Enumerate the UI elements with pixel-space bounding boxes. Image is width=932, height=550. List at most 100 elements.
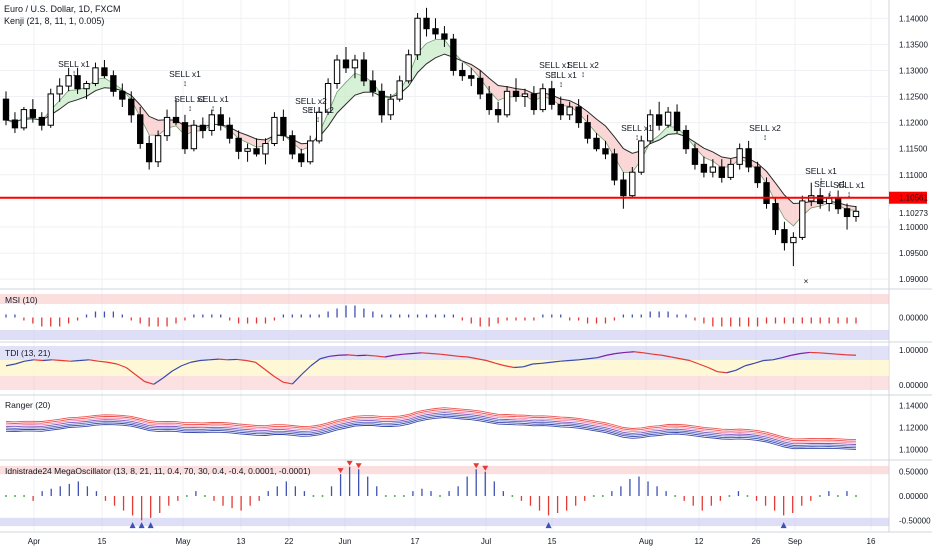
candle-body	[584, 122, 591, 139]
candle-body	[110, 75, 117, 92]
ranger-band-line	[5, 415, 857, 449]
mega-neutral-dot	[5, 495, 7, 497]
last-price-label: 1.10273	[899, 209, 928, 218]
candle-body	[834, 197, 842, 210]
mega-neutral-dot	[728, 495, 731, 497]
tdi-segment	[689, 359, 700, 365]
candle-body	[360, 59, 368, 82]
mega-neutral-dot	[14, 495, 17, 497]
time-tick-label: May	[175, 537, 190, 546]
tdi-segment	[837, 353, 847, 356]
mega-label: Idnistrade24 MegaOscillator (13, 8, 21, …	[5, 466, 311, 476]
tdi-segment	[70, 359, 80, 362]
time-tick-label: 15	[548, 537, 557, 546]
candle-body	[56, 85, 63, 95]
tdi-segment	[698, 363, 709, 369]
candle-body	[763, 182, 770, 205]
time-tick-label: 12	[695, 537, 704, 546]
mega-neutral-dot	[439, 495, 442, 497]
tdi-segment	[707, 366, 718, 373]
tdi-segment	[172, 365, 182, 372]
mega-panel: Idnistrade24 MegaOscillator (13, 8, 21, …	[0, 460, 889, 529]
sell-signal-marker: ↕	[847, 189, 851, 199]
candle-body	[414, 17, 421, 56]
candle-body	[20, 109, 28, 129]
tdi-segment	[116, 363, 127, 369]
mega-sell-arrow	[355, 463, 362, 469]
tdi-segment	[532, 362, 542, 365]
candle-body	[11, 119, 19, 129]
tdi-segment	[680, 358, 690, 362]
tdi-segment	[199, 359, 210, 362]
tdi-segment	[61, 359, 71, 362]
candle-body	[172, 116, 180, 124]
kenji-band-fill	[77, 87, 87, 100]
candle-body	[575, 106, 582, 124]
mega-neutral-dot	[855, 495, 857, 497]
tdi-segment	[52, 359, 62, 362]
candle-body	[128, 98, 135, 116]
kenji-band-fill	[623, 148, 633, 173]
candle-body	[468, 75, 475, 79]
tdi-segment	[828, 352, 838, 355]
sell-signal-marker: ↕	[72, 68, 76, 78]
candle-body	[423, 17, 430, 30]
kenji-fast-line	[5, 38, 857, 227]
candle-body	[843, 208, 851, 218]
mega-tick-label: 0.50000	[899, 468, 928, 477]
tdi-segment	[763, 359, 773, 362]
candle-body	[682, 129, 690, 150]
candle-body	[655, 114, 663, 126]
sell-signal-marker: ↕	[559, 79, 563, 89]
ranger-panel: Ranger (20)	[5, 400, 857, 450]
kenji-band-fill	[659, 125, 669, 140]
tdi-segment	[791, 352, 801, 356]
candle-body	[512, 90, 520, 98]
price-tick-label: 1.13500	[899, 40, 928, 49]
kenji-band-fill	[435, 39, 445, 58]
tdi-segment	[79, 359, 90, 362]
candle-body	[539, 88, 547, 111]
time-tick-label: 16	[867, 537, 876, 546]
sell-signal-label: SELL x2	[749, 123, 781, 133]
mega-buy-arrow	[545, 522, 552, 529]
mega-sell-arrow	[346, 460, 353, 466]
tdi-segment	[587, 357, 598, 360]
tdi-segment	[541, 361, 552, 364]
tdi-segment	[98, 360, 108, 363]
candle-body	[47, 93, 54, 126]
tdi-segment	[319, 355, 330, 360]
tdi-segment	[255, 361, 266, 370]
candle-body	[244, 148, 251, 152]
mega-sell-arrow	[473, 463, 480, 469]
candle-body	[799, 200, 806, 238]
mega-neutral-dot	[746, 495, 749, 497]
kenji-band-fill	[480, 70, 490, 91]
kenji-band-fill	[149, 116, 159, 136]
mega-sell-arrow	[337, 468, 344, 474]
tdi-segment	[264, 368, 275, 377]
candle-body	[163, 116, 171, 137]
price-tick-label: 1.13000	[899, 66, 928, 75]
candle-body	[691, 148, 699, 165]
last-price-badge	[889, 206, 927, 219]
tdi-segment	[495, 362, 506, 367]
tdi-label: TDI (13, 21)	[5, 348, 51, 358]
mega-sell-arrow	[482, 465, 489, 471]
candle-body	[396, 80, 403, 100]
tdi-segment	[449, 354, 459, 357]
candle-body	[315, 111, 323, 142]
time-tick-label: Jul	[481, 537, 491, 546]
tdi-segment	[477, 358, 487, 362]
candle-body	[852, 210, 860, 218]
tdi-segment	[153, 377, 164, 385]
tdi-segment	[162, 370, 173, 379]
candle-body	[208, 114, 215, 131]
price-line-badge	[889, 191, 927, 204]
candle-body	[673, 111, 681, 131]
sell-signal-label: SELL x1	[58, 59, 90, 69]
tdi-segment	[597, 354, 607, 359]
kenji-band-fill	[694, 142, 704, 158]
candle-body	[664, 111, 672, 126]
time-tick-label: 15	[98, 537, 107, 546]
